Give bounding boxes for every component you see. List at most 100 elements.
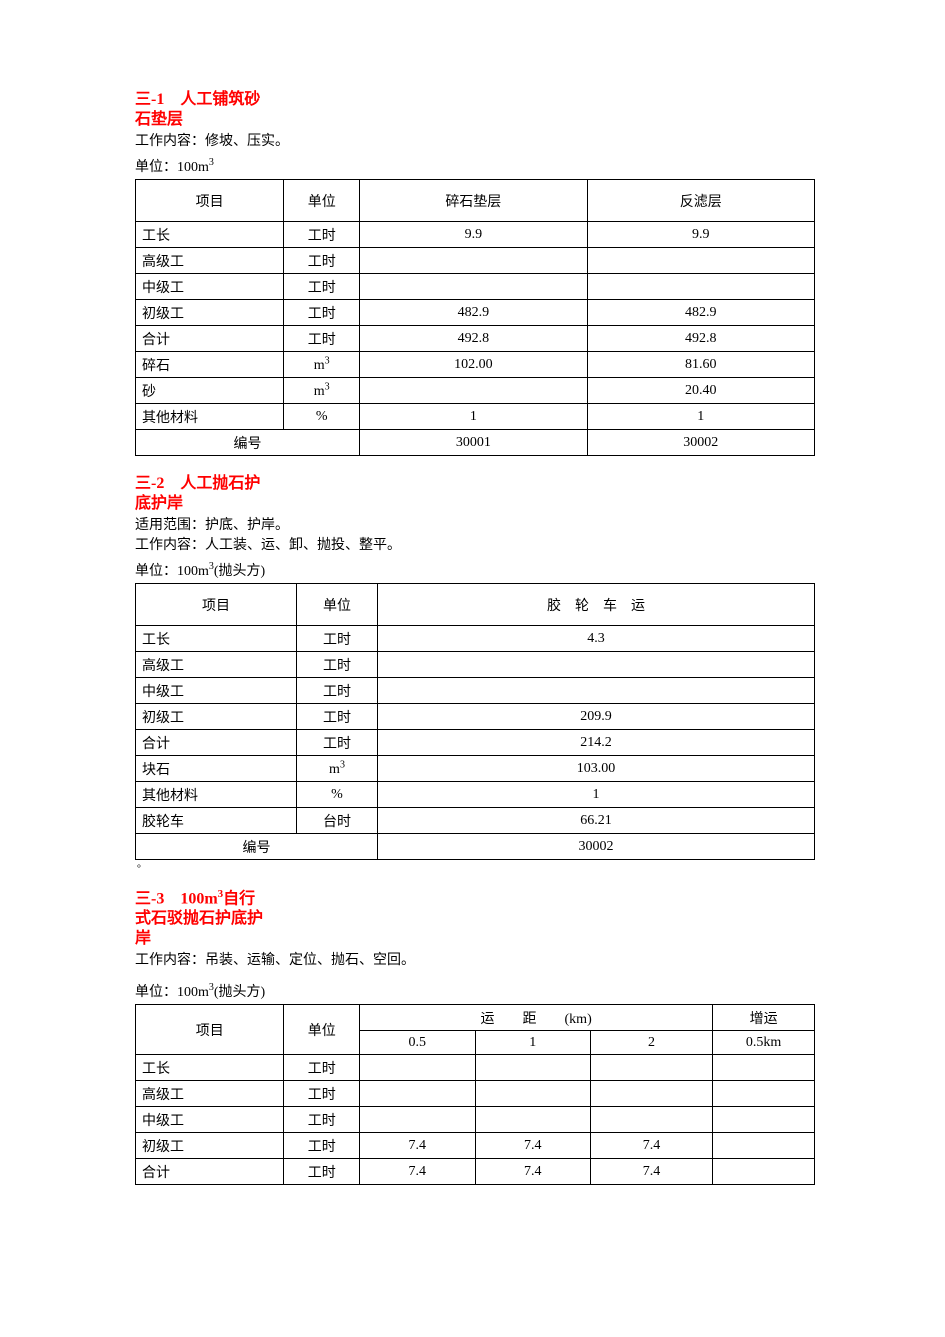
cell-c2 (475, 1080, 590, 1106)
heading-line3: 岸 (135, 930, 151, 947)
table-row: 高级工工时 (136, 247, 815, 273)
table-row: 高级工工时 (136, 651, 815, 677)
unit-line: 单位：100m3 (135, 156, 815, 176)
heading-3-1: 三-1 人工铺筑砂 石垫层 (135, 90, 315, 130)
cell-c2: 20.40 (587, 377, 814, 403)
cell-c1: 214.2 (378, 729, 815, 755)
cell-c2: 482.9 (587, 299, 814, 325)
table-header-row: 项目 单位 胶 轮 车 运 (136, 583, 815, 625)
unit-label: 单位：100m (135, 985, 209, 1000)
cell-c1: 7.4 (360, 1132, 475, 1158)
cell-c1 (378, 651, 815, 677)
cell-item: 中级工 (136, 677, 297, 703)
heading-3-2: 三-2 人工抛石护 底护岸 (135, 474, 315, 514)
cell-item: 其他材料 (136, 403, 284, 429)
cell-c2 (475, 1106, 590, 1132)
table-row: 合计工时7.47.47.4 (136, 1158, 815, 1184)
table-footer-row: 编号 30001 30002 (136, 429, 815, 455)
cell-unit: m3 (284, 351, 360, 377)
cell-item: 中级工 (136, 1106, 284, 1132)
table-row: 初级工工时482.9482.9 (136, 299, 815, 325)
cell-c1 (360, 1054, 475, 1080)
cell-c1 (360, 1106, 475, 1132)
table-row: 碎石m3102.0081.60 (136, 351, 815, 377)
table-row: 工长工时4.3 (136, 625, 815, 651)
cell-unit: 工时 (297, 677, 378, 703)
heading-text-2: 石垫层 (135, 111, 183, 128)
sub-c3: 2 (590, 1030, 712, 1054)
table-footer-row: 编号 30002 (136, 833, 815, 859)
cell-item: 合计 (136, 729, 297, 755)
unit-m3: m3 (329, 762, 345, 777)
cell-c2 (587, 273, 814, 299)
cell-unit: 工时 (284, 221, 360, 247)
heading-text: 三-1 人工铺筑砂 (135, 91, 260, 108)
cell-c1: 4.3 (378, 625, 815, 651)
table-row: 块石m3103.00 (136, 755, 815, 781)
cell-c2: 1 (587, 403, 814, 429)
unit-label: 单位：100m (135, 564, 209, 579)
cell-c3 (590, 1080, 712, 1106)
cell-c1 (378, 677, 815, 703)
col-header-c1: 碎石垫层 (360, 179, 587, 221)
cell-item: 砂 (136, 377, 284, 403)
section-3-2: 三-2 人工抛石护 底护岸 适用范围：护底、护岸。 工作内容：人工装、运、卸、抛… (135, 474, 815, 870)
table-row: 初级工工时209.9 (136, 703, 815, 729)
cell-item: 胶轮车 (136, 807, 297, 833)
cell-c1: 102.00 (360, 351, 587, 377)
heading-3-3: 三-3 100m3自行 式石驳抛石护底护 岸 (135, 888, 315, 949)
cell-unit: 工时 (284, 1158, 360, 1184)
cell-item: 其他材料 (136, 781, 297, 807)
col-header-unit: 单位 (297, 583, 378, 625)
cell-c1: 66.21 (378, 807, 815, 833)
cell-unit: 工时 (297, 625, 378, 651)
cell-c1: 7.4 (360, 1158, 475, 1184)
cell-c2: 9.9 (587, 221, 814, 247)
cell-extra (713, 1106, 815, 1132)
table-row: 合计工时214.2 (136, 729, 815, 755)
cell-unit: % (297, 781, 378, 807)
cell-unit: 工时 (284, 1106, 360, 1132)
scope: 适用范围：护底、护岸。 (135, 516, 815, 536)
heading-p2: 自行 (223, 890, 255, 907)
cell-c1 (360, 1080, 475, 1106)
cell-extra (713, 1158, 815, 1184)
cell-c1: 492.8 (360, 325, 587, 351)
cell-c1: 482.9 (360, 299, 587, 325)
sub-extra: 0.5km (713, 1030, 815, 1054)
table-row: 高级工工时 (136, 1080, 815, 1106)
work-content: 工作内容：修坡、压实。 (135, 132, 815, 152)
table-header-row-1: 项目 单位 运 距 (km) 增运 (136, 1004, 815, 1030)
table-row: 其他材料%11 (136, 403, 815, 429)
cell-c1: 1 (360, 403, 587, 429)
col-header-item: 项目 (136, 583, 297, 625)
page: 三-1 人工铺筑砂 石垫层 工作内容：修坡、压实。 单位：100m3 项目 单位… (0, 0, 945, 1265)
cell-item: 初级工 (136, 1132, 284, 1158)
unit-m3: m3 (314, 384, 330, 399)
col-header-item: 项目 (136, 1004, 284, 1054)
cell-unit: 工时 (297, 703, 378, 729)
cell-c3: 7.4 (590, 1132, 712, 1158)
cell-c1 (360, 273, 587, 299)
table-header-row: 项目 单位 碎石垫层 反滤层 (136, 179, 815, 221)
table-row: 中级工工时 (136, 677, 815, 703)
footer-c2: 30002 (587, 429, 814, 455)
cell-c3 (590, 1054, 712, 1080)
cell-unit: 工时 (297, 651, 378, 677)
heading-text: 三-2 人工抛石护 (135, 475, 260, 492)
unit-line: 单位：100m3(抛头方) (135, 560, 815, 580)
unit-label: 单位：100m (135, 160, 209, 175)
col-header-unit: 单位 (284, 179, 360, 221)
cell-extra (713, 1080, 815, 1106)
cell-item: 高级工 (136, 651, 297, 677)
table-row: 其他材料%1 (136, 781, 815, 807)
cell-item: 初级工 (136, 703, 297, 729)
cell-c1: 103.00 (378, 755, 815, 781)
cell-c1 (360, 247, 587, 273)
table-3-3: 项目 单位 运 距 (km) 增运 0.5 1 2 0.5km 工长工时高级工工… (135, 1004, 815, 1185)
work-content: 工作内容：吊装、运输、定位、抛石、空回。 (135, 951, 815, 971)
cell-unit: 工时 (284, 273, 360, 299)
cell-unit: % (284, 403, 360, 429)
table-row: 工长工时9.99.9 (136, 221, 815, 247)
table-row: 合计工时492.8492.8 (136, 325, 815, 351)
